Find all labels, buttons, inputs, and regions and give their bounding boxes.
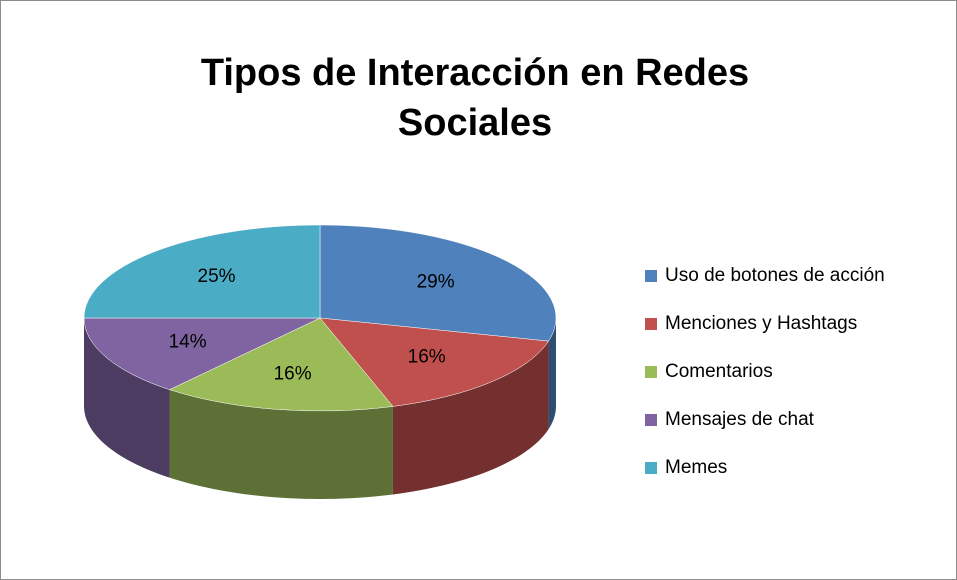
slice	[168, 317, 394, 412]
legend-label: Comentarios	[665, 361, 773, 382]
legend-swatch	[645, 270, 657, 282]
legend-label: Memes	[665, 457, 728, 478]
data-label: 16%	[274, 364, 312, 385]
legend-label: Uso de botones de acción	[665, 265, 885, 286]
slice-side	[84, 318, 170, 478]
data-label: 25%	[198, 266, 236, 287]
data-label: 14%	[169, 332, 207, 353]
legend-item: Menciones y Hashtags	[645, 300, 885, 348]
data-label: 29%	[417, 272, 455, 293]
slice-side	[392, 341, 549, 495]
legend-swatch	[645, 462, 657, 474]
legend-label: Mensajes de chat	[665, 409, 814, 430]
legend: Uso de botones de acción Menciones y Hash…	[645, 252, 885, 492]
legend-item: Memes	[645, 444, 885, 492]
slice-side	[548, 318, 556, 430]
legend-label: Menciones y Hashtags	[665, 313, 858, 334]
slice	[83, 317, 321, 390]
slice	[83, 224, 321, 319]
legend-item: Mensajes de chat	[645, 396, 885, 444]
slice	[319, 317, 550, 407]
legend-swatch	[645, 414, 657, 426]
legend-swatch	[645, 318, 657, 330]
slice-side	[169, 389, 393, 499]
data-label: 16%	[408, 346, 446, 367]
chart-title: Tipos de Interacción en Redes Sociales	[200, 52, 750, 144]
legend-item: Uso de botones de acción	[645, 252, 885, 300]
slice	[319, 224, 557, 342]
legend-item: Comentarios	[645, 348, 885, 396]
legend-swatch	[645, 366, 657, 378]
